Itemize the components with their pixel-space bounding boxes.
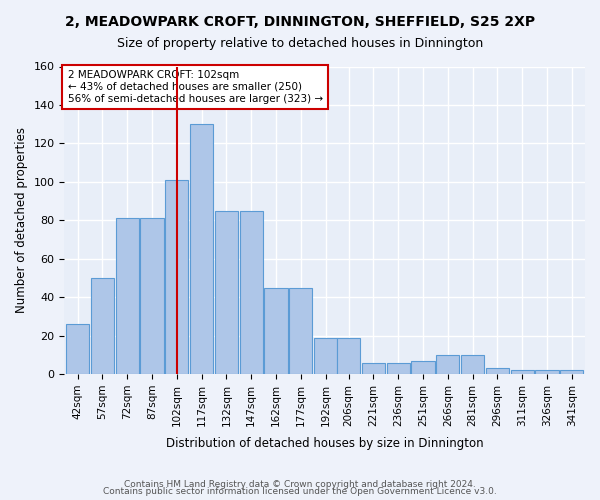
Bar xyxy=(66,324,89,374)
Bar xyxy=(560,370,583,374)
Text: Contains HM Land Registry data © Crown copyright and database right 2024.: Contains HM Land Registry data © Crown c… xyxy=(124,480,476,489)
Bar xyxy=(116,218,139,374)
Bar xyxy=(436,355,460,374)
Text: Size of property relative to detached houses in Dinnington: Size of property relative to detached ho… xyxy=(117,38,483,51)
Text: Contains public sector information licensed under the Open Government Licence v3: Contains public sector information licen… xyxy=(103,487,497,496)
Y-axis label: Number of detached properties: Number of detached properties xyxy=(15,128,28,314)
Bar xyxy=(535,370,559,374)
Bar xyxy=(91,278,114,374)
Bar xyxy=(314,338,337,374)
Bar xyxy=(265,288,287,374)
Bar xyxy=(165,180,188,374)
X-axis label: Distribution of detached houses by size in Dinnington: Distribution of detached houses by size … xyxy=(166,437,484,450)
Bar xyxy=(337,338,360,374)
Text: 2, MEADOWPARK CROFT, DINNINGTON, SHEFFIELD, S25 2XP: 2, MEADOWPARK CROFT, DINNINGTON, SHEFFIE… xyxy=(65,15,535,29)
Bar xyxy=(511,370,534,374)
Bar xyxy=(289,288,313,374)
Bar xyxy=(215,210,238,374)
Bar xyxy=(140,218,164,374)
Bar xyxy=(386,362,410,374)
Bar xyxy=(362,362,385,374)
Bar xyxy=(239,210,263,374)
Text: 2 MEADOWPARK CROFT: 102sqm
← 43% of detached houses are smaller (250)
56% of sem: 2 MEADOWPARK CROFT: 102sqm ← 43% of deta… xyxy=(68,70,323,104)
Bar xyxy=(461,355,484,374)
Bar xyxy=(486,368,509,374)
Bar xyxy=(190,124,213,374)
Bar xyxy=(412,360,434,374)
